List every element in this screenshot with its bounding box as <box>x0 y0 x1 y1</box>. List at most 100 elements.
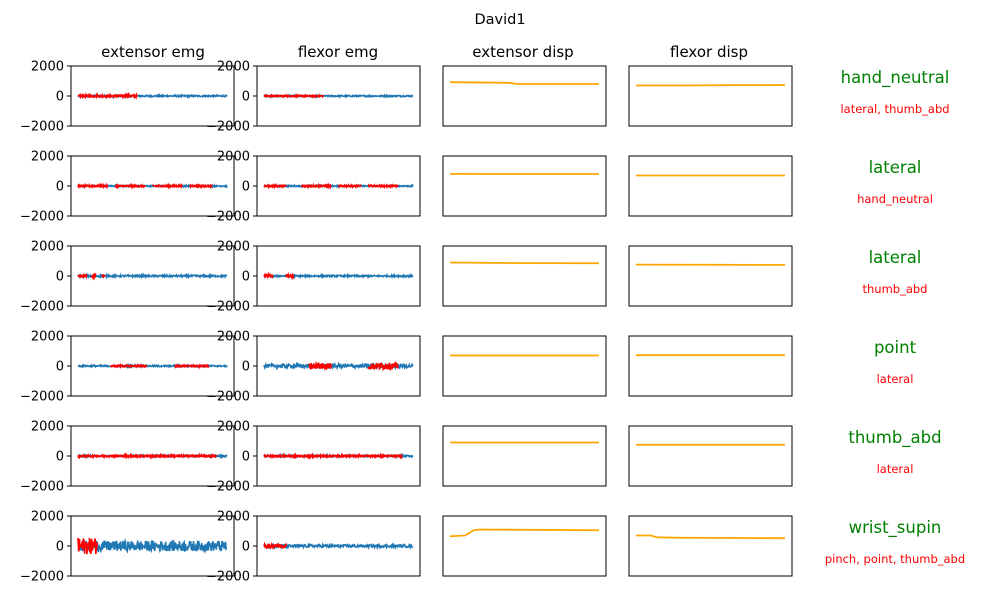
panel-extensor-disp-row-5 <box>442 425 607 487</box>
panel-flexor-disp-row-6 <box>628 515 793 577</box>
y-tick-label: 2000 <box>217 150 250 165</box>
emg-highlight-segment <box>263 541 288 550</box>
emg-trace <box>263 541 414 551</box>
emg-highlight-segment <box>263 271 274 280</box>
row-label: hand_neutral <box>841 68 950 88</box>
row-sublabel: lateral, thumb_abd <box>840 102 949 116</box>
y-tick-label: 2000 <box>31 60 64 75</box>
y-tick-label: −2000 <box>20 210 64 225</box>
y-tick-label: 2000 <box>217 240 250 255</box>
emg-highlight-segment <box>308 360 332 371</box>
y-tick-label: 0 <box>56 540 64 555</box>
column-title-extensor-emg: extensor emg <box>101 43 205 61</box>
panel-flexor-emg-row-6: 2000 0 −2000 <box>206 510 421 585</box>
emg-highlight-segment <box>77 182 109 190</box>
emg-highlight-segment <box>263 182 287 190</box>
panel-extensor-emg-row-1: 2000 0 −2000 <box>20 60 235 135</box>
axes-frame <box>628 245 793 307</box>
column-title-extensor-disp: extensor disp <box>472 43 573 61</box>
figure-title: David1 <box>474 12 525 28</box>
emg-highlight-segment <box>338 182 362 189</box>
disp-line <box>636 534 786 540</box>
y-tick-label: 0 <box>242 450 250 465</box>
y-tick-label: 2000 <box>31 420 64 435</box>
y-tick-label: 2000 <box>31 150 64 165</box>
emg-highlight-segment <box>367 183 399 190</box>
y-tick-label: 0 <box>56 450 64 465</box>
axes-frame <box>256 335 421 397</box>
y-tick-label: 0 <box>242 540 250 555</box>
y-tick-label: 0 <box>242 270 250 285</box>
emg-highlight-segment <box>77 272 88 280</box>
y-tick-label: −2000 <box>206 480 250 495</box>
y-tick-label: −2000 <box>206 300 250 315</box>
y-tick-label: −2000 <box>206 390 250 405</box>
emg-highlight-segment <box>174 362 210 370</box>
emg-highlight-segment <box>114 182 146 190</box>
column-title-flexor-emg: flexor emg <box>298 43 378 61</box>
emg-highlight-segment <box>110 363 148 370</box>
y-tick-label: 2000 <box>31 240 64 255</box>
y-tick-label: −2000 <box>20 480 64 495</box>
row-label: wrist_supin <box>849 518 942 538</box>
panel-extensor-emg-row-3: 2000 0 −2000 <box>20 240 235 315</box>
emg-highlight-segment <box>101 274 106 279</box>
row-label: lateral <box>869 158 922 177</box>
y-tick-label: 0 <box>242 360 250 375</box>
axes-frame <box>256 65 421 127</box>
axes-frame <box>256 245 421 307</box>
axes-frame <box>628 335 793 397</box>
axes-frame <box>256 425 421 487</box>
y-tick-label: 2000 <box>31 330 64 345</box>
axes-frame <box>442 425 607 487</box>
emg-highlight-segment <box>285 271 295 281</box>
disp-line <box>449 528 600 538</box>
axes-frame <box>628 65 793 127</box>
emg-highlight-segment <box>263 92 325 99</box>
panel-flexor-disp-row-5 <box>628 425 793 487</box>
y-tick-label: −2000 <box>20 300 64 315</box>
axes-frame <box>70 515 235 577</box>
y-tick-label: 2000 <box>217 420 250 435</box>
disp-line <box>449 261 600 265</box>
row-sublabel: pinch, point, thumb_abd <box>825 552 965 566</box>
row-label: thumb_abd <box>848 428 941 448</box>
row-sublabel: lateral <box>877 462 914 476</box>
y-tick-label: −2000 <box>20 570 64 585</box>
y-tick-label: 2000 <box>217 60 250 75</box>
y-tick-label: 2000 <box>217 330 250 345</box>
axes-frame <box>442 65 607 127</box>
row-sublabel: hand_neutral <box>857 192 933 206</box>
disp-line <box>449 81 599 85</box>
axes-frame <box>442 335 607 397</box>
axes-frame <box>256 515 421 577</box>
axes-frame <box>70 425 235 487</box>
panel-extensor-emg-row-4: 2000 0 −2000 <box>20 330 235 405</box>
y-tick-label: −2000 <box>206 120 250 135</box>
y-tick-label: 0 <box>242 180 250 195</box>
panel-flexor-disp-row-4 <box>628 335 793 397</box>
emg-highlight-segment <box>90 272 97 281</box>
emg-trace <box>77 538 228 555</box>
axes-frame <box>442 245 607 307</box>
axes-frame <box>628 155 793 217</box>
axes-frame <box>628 515 793 577</box>
panel-extensor-disp-row-6 <box>442 515 607 577</box>
emg-trace <box>77 272 228 280</box>
axes-frame <box>70 65 235 127</box>
row-sublabel: thumb_abd <box>863 282 928 296</box>
axes-frame <box>628 425 793 487</box>
axes-frame <box>70 155 235 217</box>
axes-frame <box>70 335 235 397</box>
panel-flexor-emg-row-2: 2000 0 −2000 <box>206 150 421 225</box>
row-label: point <box>874 338 917 357</box>
y-tick-label: 0 <box>242 90 250 105</box>
panel-flexor-disp-row-3 <box>628 245 793 307</box>
panel-flexor-emg-row-5: 2000 0 −2000 <box>206 420 421 495</box>
emg-highlight-segment <box>263 451 403 460</box>
subplot-grid: 2000 0 −2000 2000 0 −2000 hand_neutral lateral,… <box>20 60 965 585</box>
y-tick-label: −2000 <box>206 570 250 585</box>
y-tick-label: 0 <box>56 180 64 195</box>
y-tick-label: 0 <box>56 90 64 105</box>
